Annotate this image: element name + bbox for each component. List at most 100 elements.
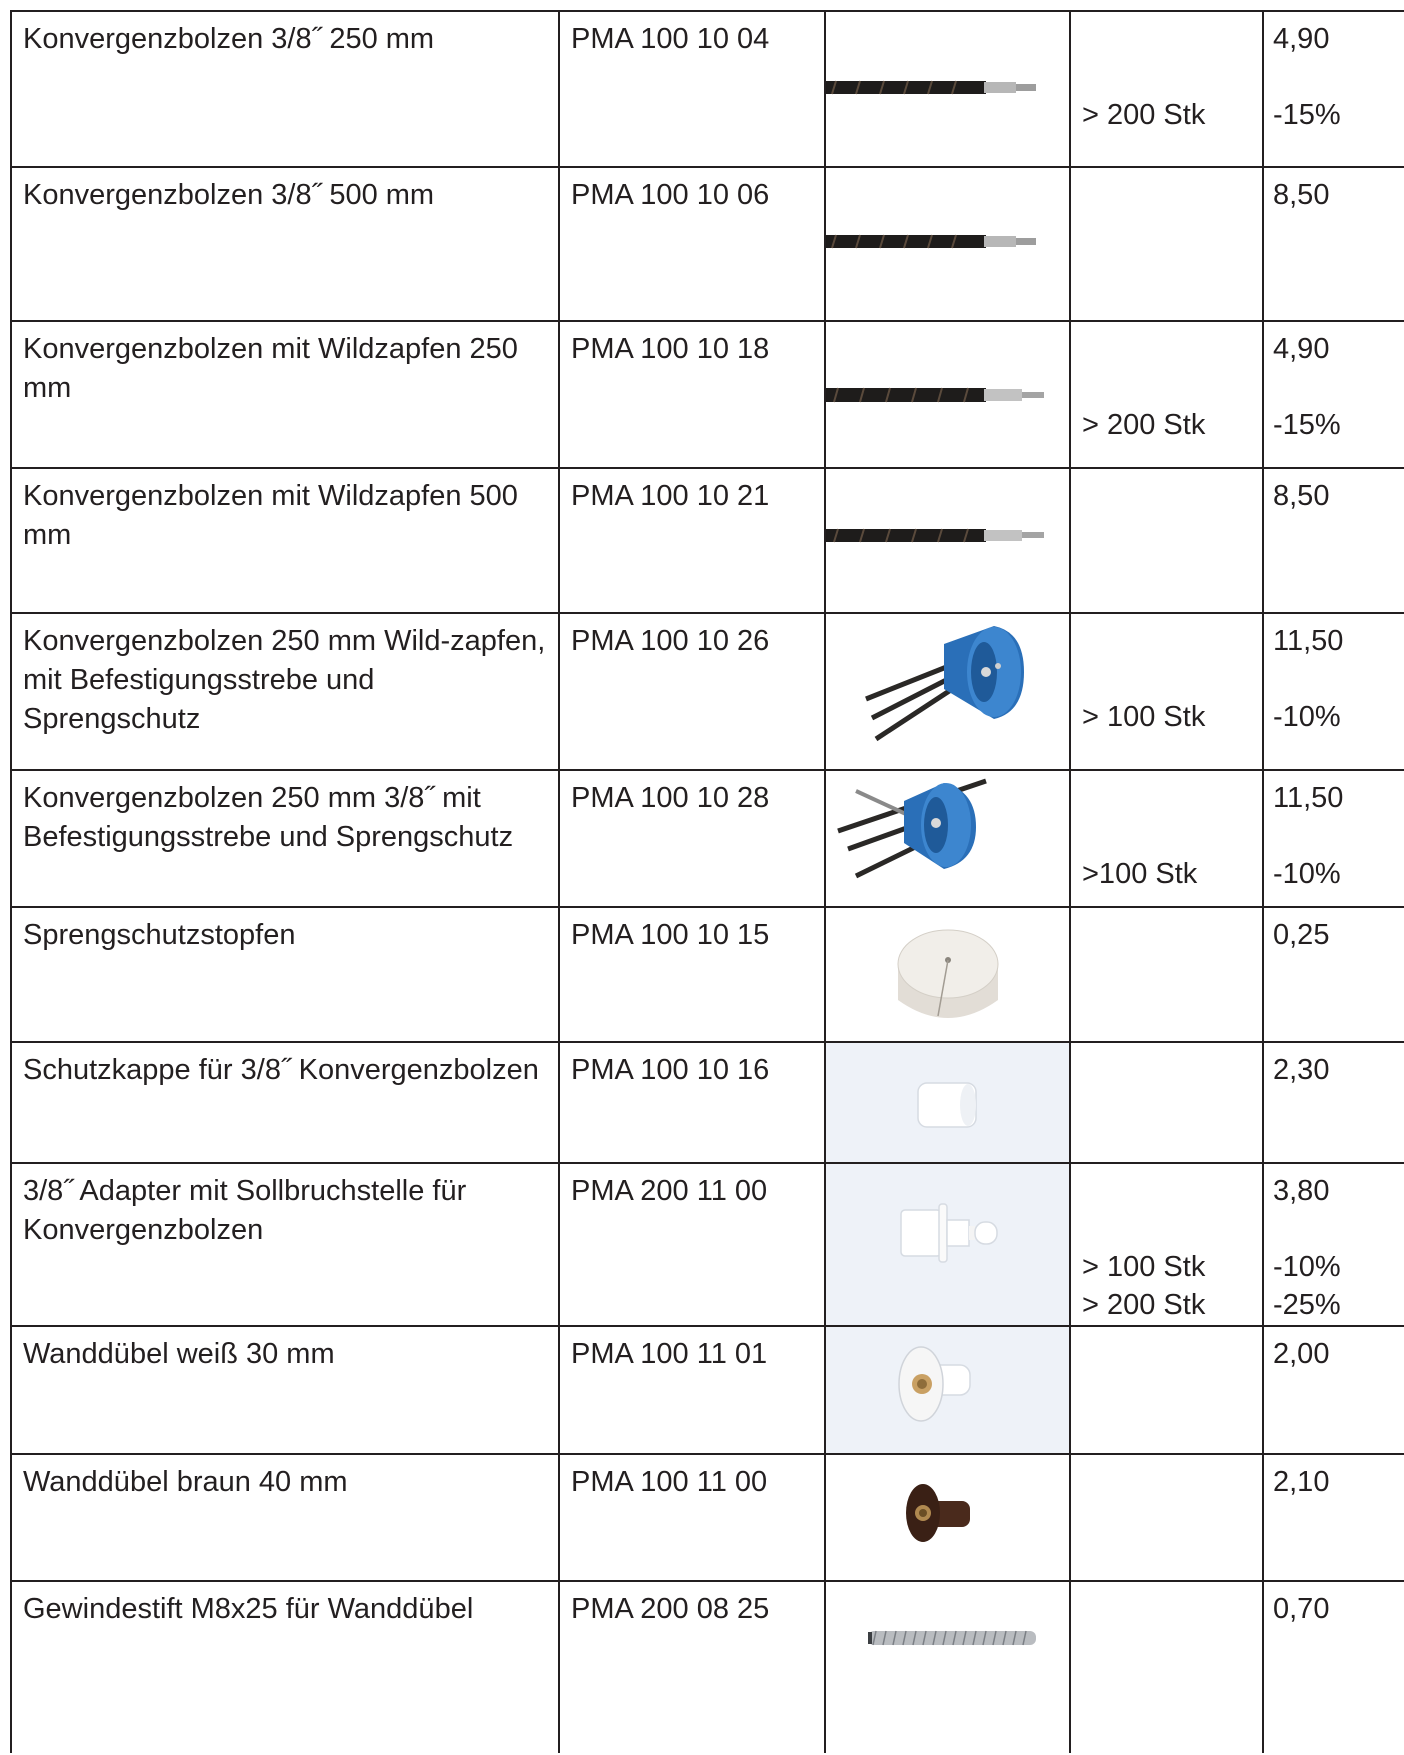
foam-plug-icon	[897, 929, 999, 1018]
price-cell: 11,50 -10%	[1264, 771, 1404, 906]
product-image-cell	[826, 771, 1071, 906]
article-code: PMA 100 11 00	[571, 1466, 768, 1498]
article-code-cell: PMA 100 10 15	[560, 908, 826, 1041]
product-image-cell	[826, 614, 1071, 769]
article-code: PMA 100 10 06	[571, 179, 770, 211]
article-code: PMA 100 10 16	[571, 1054, 770, 1086]
product-name-cell: Schutzkappe für 3/8˝ Konvergenzbolzen	[10, 1043, 560, 1162]
product-name-cell: Konvergenzbolzen 250 mm 3/8˝ mit Befesti…	[10, 771, 560, 906]
price: 0,25	[1273, 919, 1330, 951]
product-image-cell	[826, 1582, 1071, 1753]
price-cell: 3,80 -10% -25%	[1264, 1164, 1404, 1325]
product-name: 3/8˝ Adapter mit Sollbruchstelle für Kon…	[23, 1175, 467, 1246]
product-name: Wanddübel weiß 30 mm	[23, 1338, 335, 1370]
article-code: PMA 100 10 28	[571, 782, 770, 814]
table-row: Konvergenzbolzen 3/8˝ 500 mm PMA 100 10 …	[10, 166, 1404, 320]
article-code: PMA 100 10 26	[571, 625, 770, 657]
article-code-cell: PMA 100 10 18	[560, 322, 826, 467]
price: 11,50	[1273, 625, 1344, 657]
article-code-cell: PMA 200 11 00	[560, 1164, 826, 1325]
price-cell: 0,25	[1264, 908, 1404, 1041]
product-table: Konvergenzbolzen 3/8˝ 250 mm PMA 100 10 …	[10, 10, 1404, 1753]
product-name-cell: Wanddübel braun 40 mm	[10, 1455, 560, 1580]
article-code-cell: PMA 100 10 06	[560, 168, 826, 320]
article-code-cell: PMA 100 11 00	[560, 1455, 826, 1580]
price: 2,30	[1273, 1054, 1330, 1086]
product-name: Wanddübel braun 40 mm	[23, 1466, 348, 1498]
product-name: Konvergenzbolzen mit Wildzapfen 500 mm	[23, 480, 518, 551]
quantity-cell: > 100 Stk	[1071, 614, 1264, 769]
price: 4,90	[1273, 333, 1330, 365]
product-name-cell: Konvergenzbolzen 3/8˝ 500 mm	[10, 168, 560, 320]
blue-blast-shield-icon	[837, 778, 987, 879]
quantity-cell	[1071, 1582, 1264, 1753]
quantity-tier: > 100 Stk	[1082, 701, 1206, 733]
discount: -15%	[1273, 409, 1341, 441]
price-cell: 2,10	[1264, 1455, 1404, 1580]
rebar-bolt-wildzapfen-icon	[826, 387, 1044, 403]
table-row: Wanddübel braun 40 mm PMA 100 11 00 2,10	[10, 1453, 1404, 1580]
product-name-cell: Konvergenzbolzen mit Wildzapfen 500 mm	[10, 469, 560, 612]
product-name: Sprengschutzstopfen	[23, 919, 296, 951]
product-name-cell: Gewindestift M8x25 für Wanddübel	[10, 1582, 560, 1753]
article-code-cell: PMA 100 10 04	[560, 12, 826, 166]
product-name-cell: Wanddübel weiß 30 mm	[10, 1327, 560, 1453]
quantity-cell	[1071, 1043, 1264, 1162]
product-name: Schutzkappe für 3/8˝ Konvergenzbolzen	[23, 1054, 539, 1086]
price: 2,00	[1273, 1338, 1330, 1370]
price: 2,10	[1273, 1466, 1330, 1498]
article-code: PMA 100 11 01	[571, 1338, 768, 1370]
table-row: Sprengschutzstopfen PMA 100 10 15 0,25	[10, 906, 1404, 1041]
threaded-pin-icon	[868, 1630, 1036, 1646]
product-image-cell	[826, 322, 1071, 467]
article-code-cell: PMA 200 08 25	[560, 1582, 826, 1753]
price: 3,80	[1273, 1175, 1330, 1207]
price: 4,90	[1273, 23, 1330, 55]
article-code: PMA 100 10 18	[571, 333, 770, 365]
product-image-cell	[826, 12, 1071, 166]
article-code: PMA 200 11 00	[571, 1175, 768, 1207]
article-code-cell: PMA 100 11 01	[560, 1327, 826, 1453]
product-name: Konvergenzbolzen 250 mm Wild-zapfen, mit…	[23, 625, 546, 735]
quantity-cell: > 200 Stk	[1071, 322, 1264, 467]
protective-cap-icon	[917, 1082, 977, 1128]
quantity-cell: >100 Stk	[1071, 771, 1264, 906]
quantity-tier: > 200 Stk	[1082, 409, 1206, 441]
article-code-cell: PMA 100 10 28	[560, 771, 826, 906]
article-code-cell: PMA 100 10 16	[560, 1043, 826, 1162]
discount: -10%	[1273, 858, 1341, 890]
rebar-bolt-wildzapfen-icon	[826, 528, 1044, 543]
price-cell: 11,50 -10%	[1264, 614, 1404, 769]
rebar-bolt-threaded-icon	[826, 80, 1036, 95]
quantity-cell	[1071, 1327, 1264, 1453]
quantity-cell	[1071, 168, 1264, 320]
quantity-tier: > 100 Stk > 200 Stk	[1082, 1251, 1206, 1321]
price-cell: 2,30	[1264, 1043, 1404, 1162]
product-image-cell	[826, 1327, 1071, 1453]
product-name-cell: Konvergenzbolzen 3/8˝ 250 mm	[10, 12, 560, 166]
price: 0,70	[1273, 1593, 1330, 1625]
quantity-cell	[1071, 469, 1264, 612]
table-row: Konvergenzbolzen 250 mm 3/8˝ mit Befesti…	[10, 769, 1404, 906]
article-code: PMA 100 10 15	[571, 919, 770, 951]
article-code-cell: PMA 100 10 21	[560, 469, 826, 612]
price-cell: 4,90 -15%	[1264, 12, 1404, 166]
product-image-cell	[826, 1455, 1071, 1580]
quantity-tier: > 200 Stk	[1082, 99, 1206, 131]
product-image-cell	[826, 1043, 1071, 1162]
product-name: Gewindestift M8x25 für Wanddübel	[23, 1593, 474, 1625]
product-name: Konvergenzbolzen 3/8˝ 250 mm	[23, 23, 435, 55]
white-wall-anchor-icon	[898, 1346, 971, 1422]
article-code: PMA 100 10 04	[571, 23, 770, 55]
product-name: Konvergenzbolzen mit Wildzapfen 250 mm	[23, 333, 518, 404]
adapter-icon	[900, 1203, 998, 1263]
price: 8,50	[1273, 179, 1330, 211]
product-name-cell: Sprengschutzstopfen	[10, 908, 560, 1041]
product-image-cell	[826, 168, 1071, 320]
price: 11,50	[1273, 782, 1344, 814]
table-row: Konvergenzbolzen 3/8˝ 250 mm PMA 100 10 …	[10, 10, 1404, 166]
discount: -10%	[1273, 701, 1341, 733]
quantity-tier: >100 Stk	[1082, 858, 1198, 890]
product-name-cell: Konvergenzbolzen 250 mm Wild-zapfen, mit…	[10, 614, 560, 769]
table-row: Schutzkappe für 3/8˝ Konvergenzbolzen PM…	[10, 1041, 1404, 1162]
